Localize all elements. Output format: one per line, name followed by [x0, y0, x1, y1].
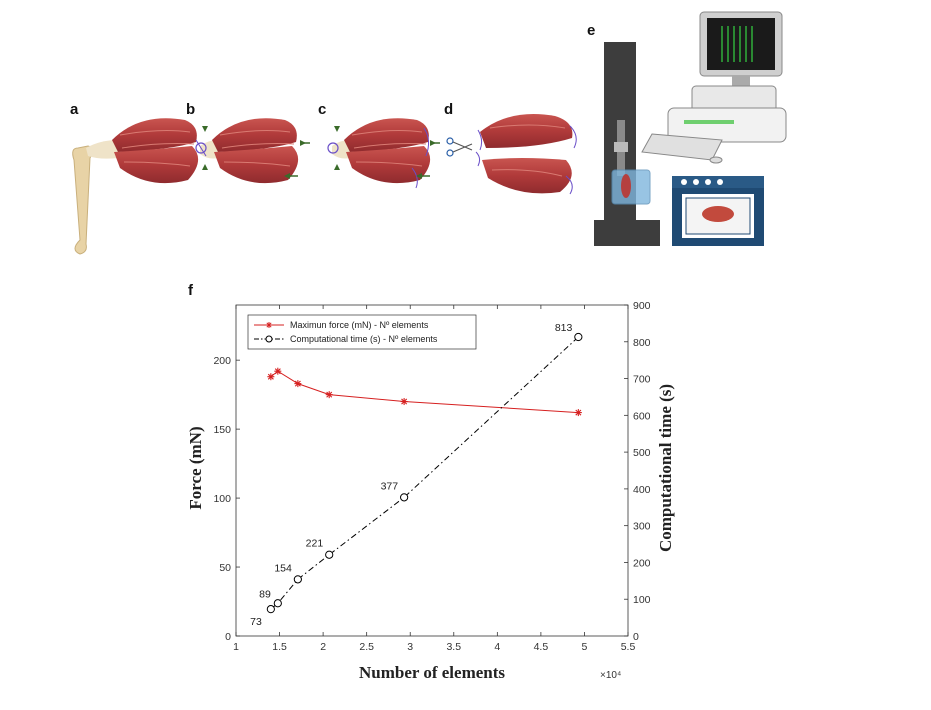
time-point: [266, 605, 275, 614]
plot-area: [235, 304, 629, 637]
x-tick-label: 1.5: [272, 641, 287, 653]
force-point: [294, 380, 302, 388]
muscle-lower-head: [114, 146, 199, 184]
force-point: [274, 367, 282, 375]
tendon-proximal: [86, 140, 118, 159]
time-data-label: 89: [259, 588, 271, 600]
force-point: [400, 398, 408, 406]
y-left-tick-label: 100: [213, 493, 231, 505]
time-data-label: 221: [306, 538, 324, 550]
x-axis-title: Number of elements: [359, 663, 505, 682]
y-right-tick-label: 900: [633, 300, 651, 312]
arrow-icon: [416, 173, 422, 179]
y-right-tick-label: 300: [633, 521, 651, 533]
oven-icon: [672, 176, 764, 246]
humerus-bone: [72, 145, 94, 255]
computer-icon: [641, 11, 787, 164]
panel-label-b: b: [186, 101, 196, 118]
x-tick-label: 2: [320, 641, 326, 653]
panel-label-c: c: [318, 101, 327, 118]
arrow-icon: [334, 126, 340, 132]
force-point: [267, 373, 275, 381]
time-data-label: 377: [381, 480, 399, 492]
time-data-label: 813: [555, 322, 573, 334]
y-right-tick-label: 600: [633, 410, 651, 422]
x-tick-label: 4.5: [534, 641, 549, 653]
arrow-icon: [202, 126, 208, 132]
time-data-label: 154: [274, 562, 292, 574]
y-right-tick-label: 200: [633, 557, 651, 569]
arrow-icon: [202, 164, 208, 170]
x-tick-label: 3: [407, 641, 413, 653]
illustration-row: [72, 11, 787, 255]
x-tick-label: 3.5: [446, 641, 461, 653]
y-left-tick-label: 200: [213, 355, 231, 367]
y-right-tick-label: 800: [633, 337, 651, 349]
y-axis-left-title: Force (mN): [186, 426, 205, 509]
x-tick-label: 5.5: [621, 641, 636, 653]
force-point: [325, 391, 333, 399]
y-left-tick-label: 50: [219, 562, 231, 574]
muscle-separated-illustration-d: [446, 114, 577, 195]
panel-label-a: a: [70, 101, 79, 118]
x-axis-multiplier: ×10⁴: [600, 670, 621, 681]
arrow-icon: [284, 173, 290, 179]
y-right-tick-label: 500: [633, 447, 651, 459]
y-right-tick-label: 700: [633, 374, 651, 386]
x-tick-label: 2.5: [359, 641, 374, 653]
panel-label-d: d: [444, 101, 454, 118]
y-right-tick-label: 100: [633, 594, 651, 606]
panel-label-e: e: [587, 22, 596, 39]
y-right-tick-label: 0: [633, 631, 639, 643]
legend-time-marker: [265, 335, 273, 343]
muscle-with-bone-illustration: [72, 118, 199, 255]
testing-machine-illustration: [594, 42, 660, 246]
muscle-clamped-illustration-b: [195, 118, 310, 184]
force-time-chart: 1 1.5 2 2.5 3 3.5 4 4.5 5 5.505010015020001002003…: [186, 300, 675, 682]
time-point: [325, 550, 334, 559]
legend-time-label: Computational time (s) - Nº elements: [290, 334, 438, 344]
x-tick-label: 1: [233, 641, 239, 653]
y-right-tick-label: 400: [633, 484, 651, 496]
muscle-clamped-illustration-c: [327, 118, 440, 189]
panel-label-f: f: [188, 282, 193, 299]
legend-box: [247, 314, 477, 350]
x-tick-label: 5: [582, 641, 588, 653]
time-point: [293, 575, 302, 584]
time-data-label: 73: [250, 616, 262, 628]
x-tick-label: 4: [494, 641, 500, 653]
arrow-icon: [334, 164, 340, 170]
scissors-icon: [446, 137, 473, 157]
time-point: [273, 599, 282, 608]
time-point: [574, 332, 583, 342]
legend-force-label: Maximun force (mN) - Nº elements: [290, 320, 429, 330]
y-axis-right-title: Computational time (s): [656, 384, 675, 552]
y-left-tick-label: 150: [213, 424, 231, 436]
legend-force-marker: [266, 322, 272, 328]
time-point: [400, 493, 409, 502]
force-point: [574, 409, 582, 417]
saline-bath: [611, 169, 651, 205]
y-left-tick-label: 0: [225, 631, 231, 643]
